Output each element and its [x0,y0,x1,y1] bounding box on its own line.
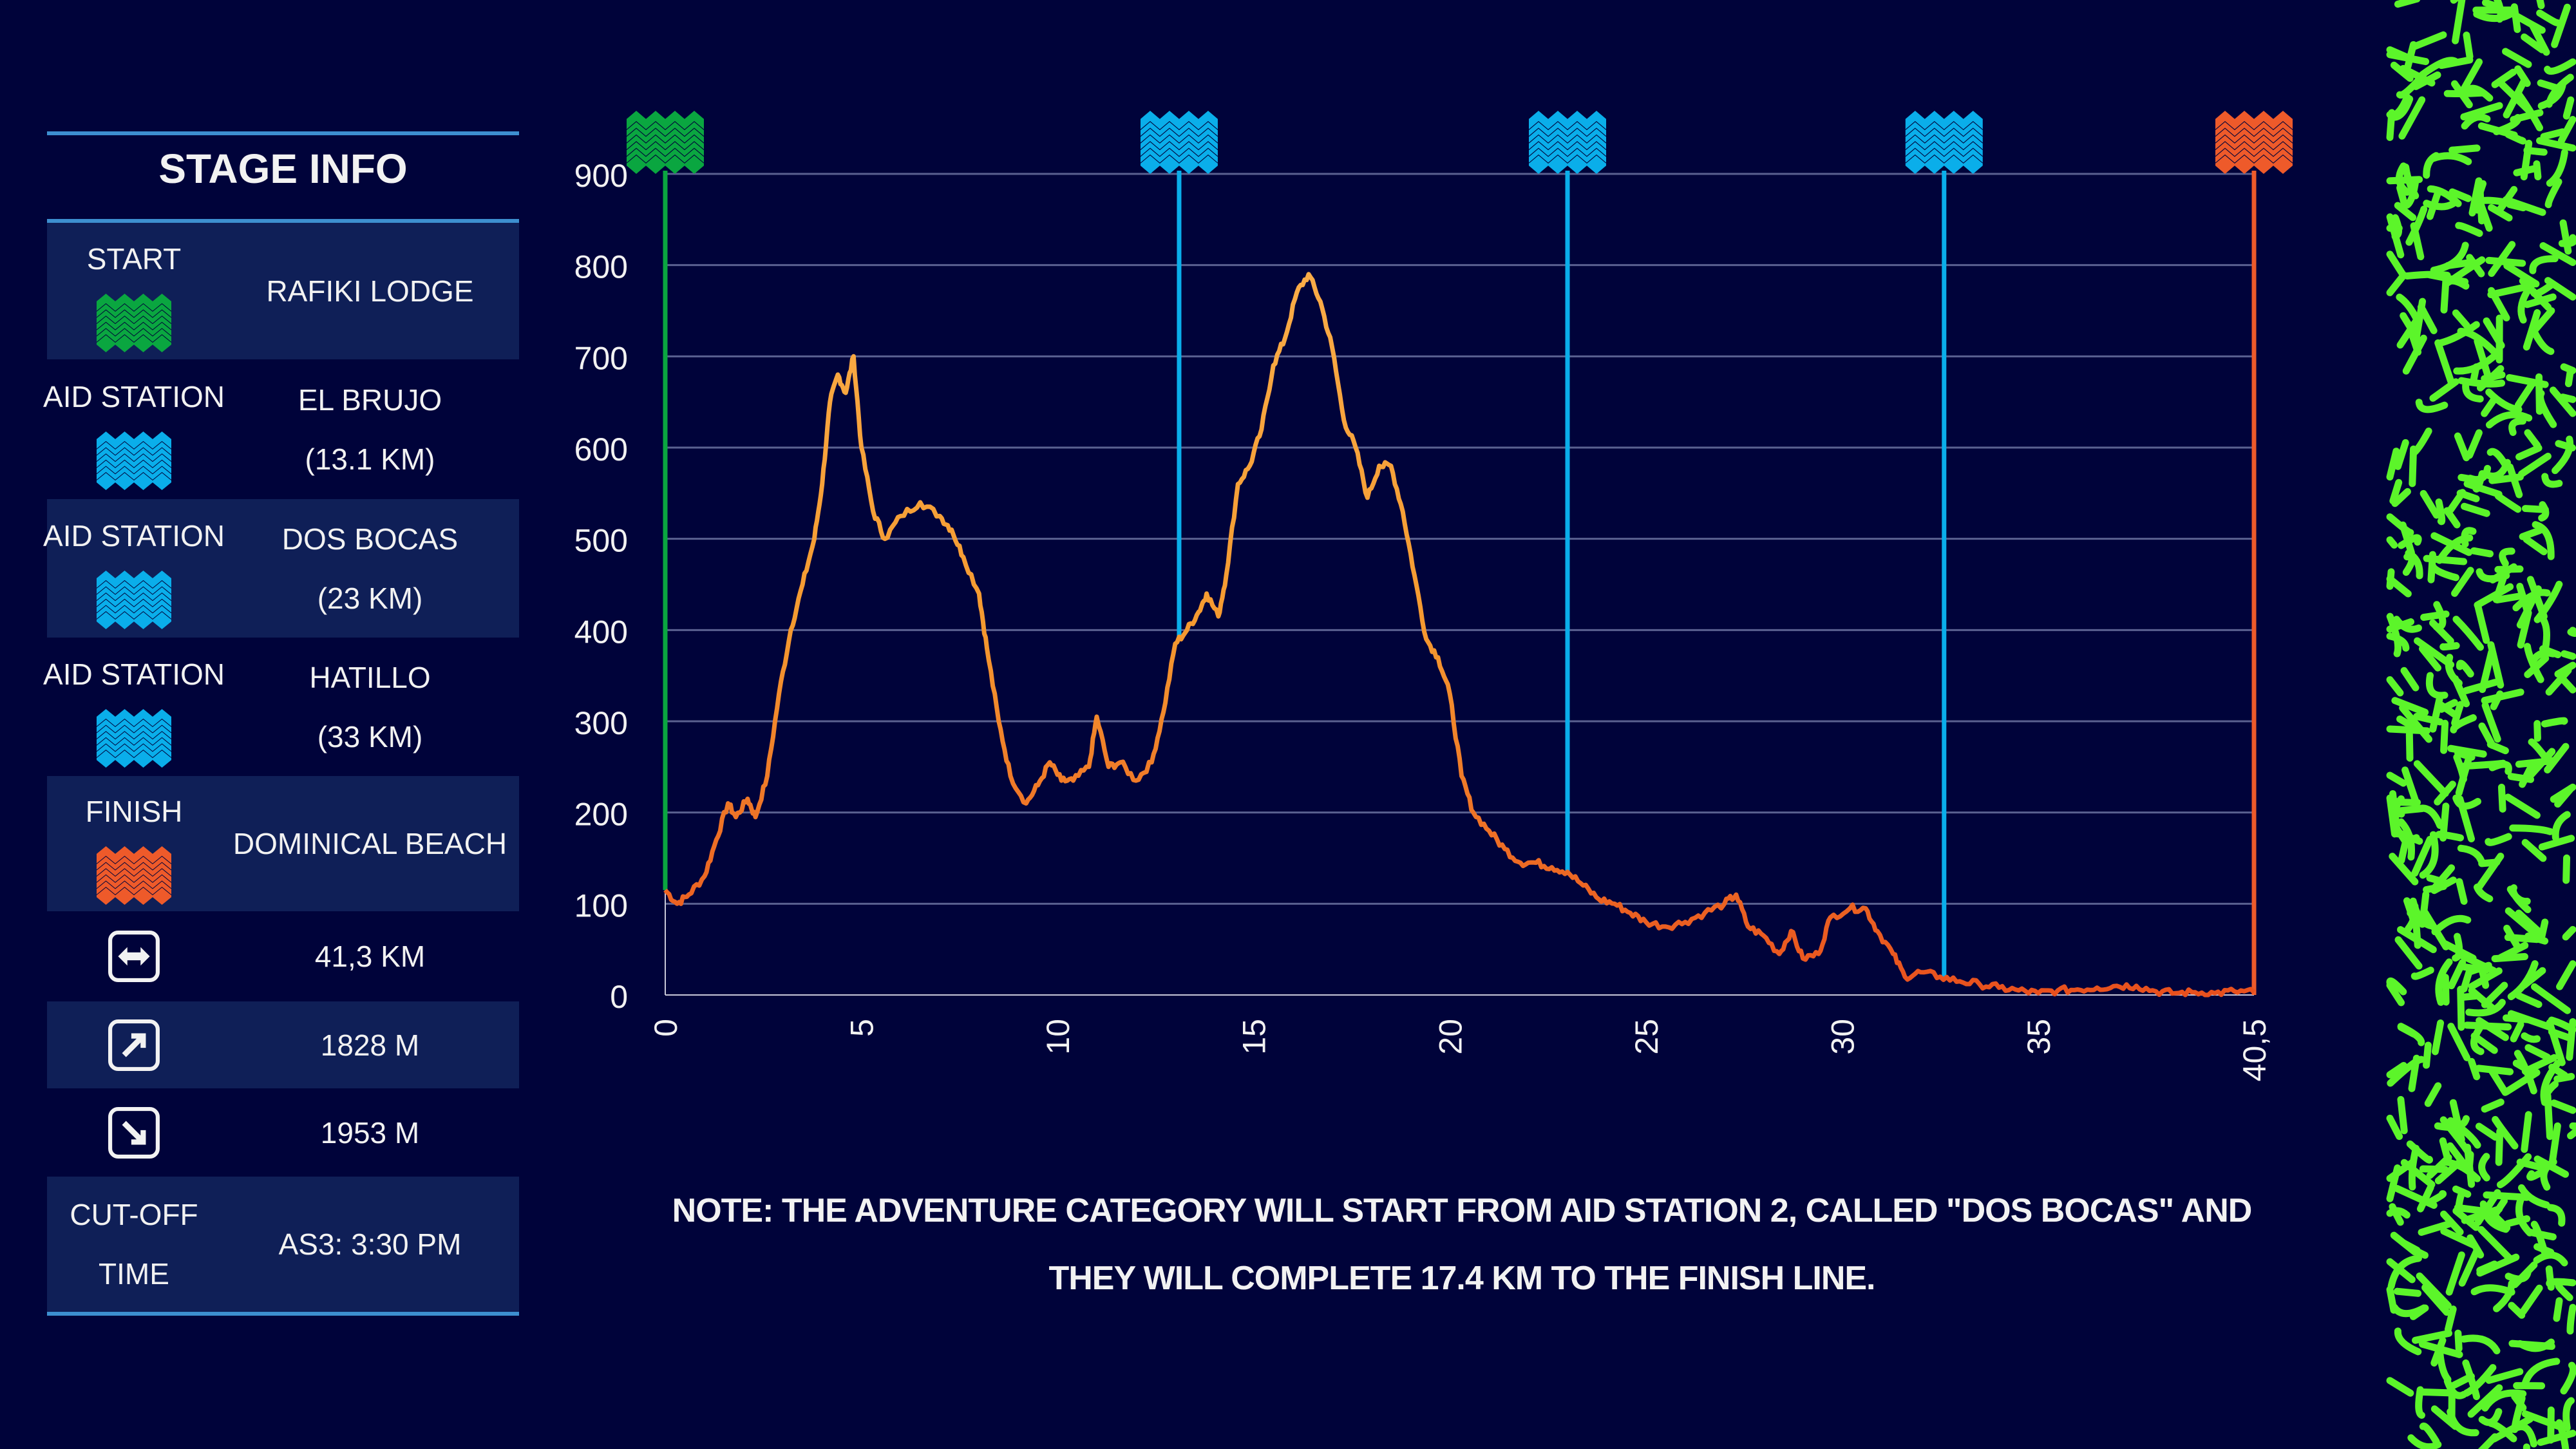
row-value: DOS BOCAS [281,522,459,556]
zigzag-flag [96,709,172,768]
distance-value: 41,3 KM [314,940,426,973]
x-tick-label: 10 [1040,1019,1076,1055]
elevation-gain-value: 1828 M [320,1028,420,1062]
x-tick-label: 5 [844,1019,880,1037]
y-tick-label: 500 [574,523,628,559]
note-line-1: NOTE: THE ADVENTURE CATEGORY WILL START … [672,1192,2253,1229]
table-top-rule [47,131,519,135]
x-tick-label: 25 [1629,1019,1665,1055]
y-tick-label: 400 [574,614,628,650]
elevation-line [663,272,2256,998]
row-elevation-loss: 1953 M [47,1088,519,1177]
y-tick-label: 600 [574,431,628,468]
row-label: FINISH [85,794,183,828]
row-value-km: (13.1 KM) [305,442,435,476]
start-flag-icon [96,293,172,352]
row-finish: FINISH DOMINICAL BEACH [47,776,519,911]
row-label: AID STATION [43,658,225,691]
decorative-glyph-pattern [2386,0,2576,1449]
x-tick-label: 0 [648,1019,684,1037]
row-label: AID STATION [43,519,225,553]
flag-aid-station-1-icon [1140,111,1218,174]
arrow-up-right-icon [108,1019,160,1071]
cutoff-label: CUT-OFF [70,1198,198,1231]
x-tick-label: 40,5 [2237,1019,2273,1081]
table-bottom-rule [47,1312,519,1316]
zigzag-flag [96,431,172,490]
y-tick-label: 800 [574,249,628,285]
row-value: HATILLO [309,660,431,694]
y-tick-label: 100 [574,887,628,923]
x-tick-label: 15 [1236,1019,1273,1055]
note-line-2: THEY WILL COMPLETE 17.4 KM TO THE FINISH… [1048,1260,1875,1297]
cutoff-value: AS3: 3:30 PM [278,1227,462,1261]
row-aid-station-2: AID STATION DOS BOCAS (23 KM) [43,499,519,638]
table-header-rule [47,219,519,223]
row-start: START RAFIKI LODGE [47,223,519,359]
cutoff-label-2: TIME [99,1257,169,1291]
row-elevation-gain: 1828 M [47,1001,519,1088]
row-value: EL BRUJO [298,383,442,417]
zigzag-flag [96,293,172,352]
zigzag-flag [96,846,172,905]
row-value: DOMINICAL BEACH [232,827,507,860]
row-cutoff: CUT-OFF TIME AS3: 3:30 PM [47,1177,519,1312]
aid-station-flag-icon [96,571,172,629]
arrow-down-right-icon [108,1106,160,1159]
y-tick-label: 0 [610,979,628,1015]
x-tick-label: 30 [1824,1019,1861,1055]
aid-station-flag-icon [96,431,172,490]
horizontal-arrows-icon [108,931,160,982]
flag-aid-station-3-icon [1905,111,1984,174]
flag-start-icon [626,111,705,174]
zigzag-flag [96,571,172,629]
row-value-km: (33 KM) [317,719,423,753]
flag-finish-icon [2215,111,2293,174]
row-aid-station-3: AID STATION HATILLO (33 KM) [43,638,519,776]
row-label: AID STATION [43,380,225,413]
y-tick-label: 700 [574,340,628,376]
elevation-loss-value: 1953 M [320,1115,420,1150]
aid-station-flag-icon [96,709,172,768]
flag-aid-station-2-icon [1528,111,1607,174]
row-value: RAFIKI LODGE [266,274,474,308]
row-aid-station-1: AID STATION EL BRUJO (13.1 KM) [43,359,519,499]
y-tick-label: 300 [574,705,628,741]
row-distance: 41,3 KM [47,911,519,1001]
stage-info-title: STAGE INFO [158,146,408,192]
x-tick-label: 20 [1432,1019,1468,1055]
y-tick-label: 200 [574,797,628,833]
finish-flag-icon [96,846,172,905]
row-label: START [86,242,182,276]
y-tick-label: 900 [574,158,628,194]
x-tick-label: 35 [2021,1019,2057,1055]
elevation-chart: 0 100 200 300 400 500 600 700 800 900 0 5 10 15 20 25 30… [574,111,2293,1081]
row-value-km: (23 KM) [317,581,423,615]
